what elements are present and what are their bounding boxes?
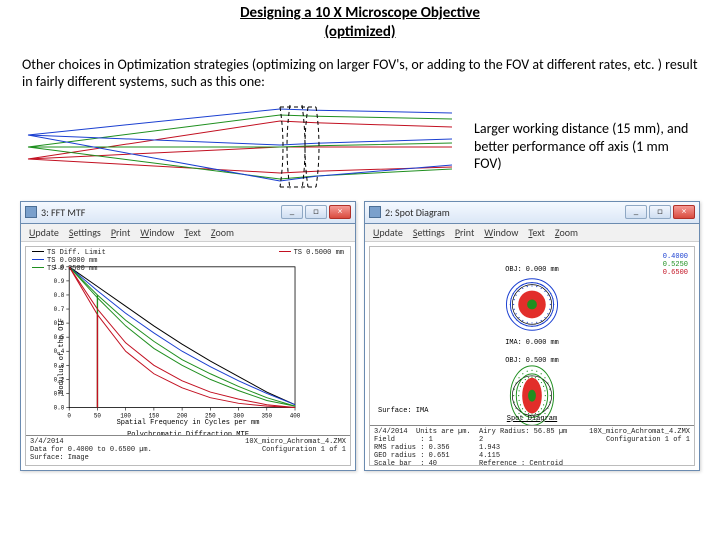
minimize-button[interactable]: _ — [281, 205, 303, 219]
svg-text:0.9: 0.9 — [54, 277, 65, 284]
diagram-annotation: Larger working distance (15 mm), and bet… — [468, 120, 698, 173]
minimize-button[interactable]: _ — [625, 205, 647, 219]
svg-text:0.0: 0.0 — [54, 404, 65, 411]
mtf-x-label: Spatial Frequency in Cycles per mm — [26, 419, 350, 427]
menu-item-zoom[interactable]: Zoom — [555, 226, 578, 239]
maximize-button[interactable]: □ — [305, 205, 327, 219]
svg-text:0.7: 0.7 — [54, 305, 65, 312]
spot-plot-area: OBJ: 0.000 mmIMA: 0.000 mmOBJ: 0.500 mmI… — [369, 246, 695, 466]
mtf-legend: TS Diff. LimitTS 0.0000 mmTS 0.3500 mm T… — [32, 249, 344, 273]
menu-item-window[interactable]: Window — [484, 226, 518, 239]
close-button[interactable]: × — [673, 205, 695, 219]
menu-item-window[interactable]: Window — [140, 226, 174, 239]
svg-text:IMA: 0.000 mm: IMA: 0.000 mm — [505, 339, 559, 347]
mtf-menubar[interactable]: Update Settings Print Window Text Zoom — [21, 224, 355, 242]
svg-text:0.8: 0.8 — [54, 291, 65, 298]
spot-titlebar[interactable]: 2: Spot Diagram _ □ × — [365, 202, 699, 224]
menu-item-update[interactable]: Update — [29, 226, 59, 239]
title-line-1: Designing a 10 X Microscope Objective — [240, 4, 480, 23]
title-line-2: (optimized) — [324, 23, 395, 42]
mtf-titlebar[interactable]: 3: FFT MTF _ □ × — [21, 202, 355, 224]
spot-window-title: 2: Spot Diagram — [385, 206, 625, 219]
svg-text:OBJ: 0.500 mm: OBJ: 0.500 mm — [505, 356, 559, 364]
menu-item-settings[interactable]: Settings — [69, 226, 101, 239]
menu-item-print[interactable]: Print — [111, 226, 130, 239]
spot-footer: 3/4/2014 Units are µm. Airy Radius: 56.8… — [370, 425, 694, 465]
spot-window: 2: Spot Diagram _ □ × Update Settings Prin… — [364, 201, 700, 471]
menu-item-text[interactable]: Text — [184, 226, 201, 239]
menu-item-text[interactable]: Text — [528, 226, 545, 239]
spot-menubar[interactable]: Update Settings Print Window Text Zoom — [365, 224, 699, 242]
ray-trace-diagram — [22, 99, 452, 195]
mtf-window-title: 3: FFT MTF — [41, 206, 281, 219]
spot-reference-note: Surface: IMA — [378, 407, 428, 415]
mtf-plot-area: Modulus of the OTF 050100150200250300350… — [25, 246, 351, 466]
body-paragraph: Other choices in Optimization strategies… — [0, 42, 720, 97]
mtf-footer: 3/4/2014 Data for 0.4000 to 0.6500 µm. S… — [26, 435, 350, 464]
maximize-button[interactable]: □ — [649, 205, 671, 219]
slide-title: Designing a 10 X Microscope Objective (o… — [0, 0, 720, 42]
close-button[interactable]: × — [329, 205, 351, 219]
menu-item-print[interactable]: Print — [455, 226, 474, 239]
spot-chart-title: Spot Diagram — [370, 415, 694, 423]
menu-item-update[interactable]: Update — [373, 226, 403, 239]
mtf-y-label: Modulus of the OTF — [58, 318, 66, 394]
mtf-window: 3: FFT MTF _ □ × Update Settings Print Wind… — [20, 201, 356, 471]
menu-item-zoom[interactable]: Zoom — [211, 226, 234, 239]
svg-text:OBJ: 0.000 mm: OBJ: 0.000 mm — [505, 265, 559, 273]
menu-item-settings[interactable]: Settings — [413, 226, 445, 239]
spot-wavelength-legend: 0.40000.52500.6500 — [663, 253, 688, 277]
app-icon — [369, 206, 381, 218]
app-icon — [25, 206, 37, 218]
